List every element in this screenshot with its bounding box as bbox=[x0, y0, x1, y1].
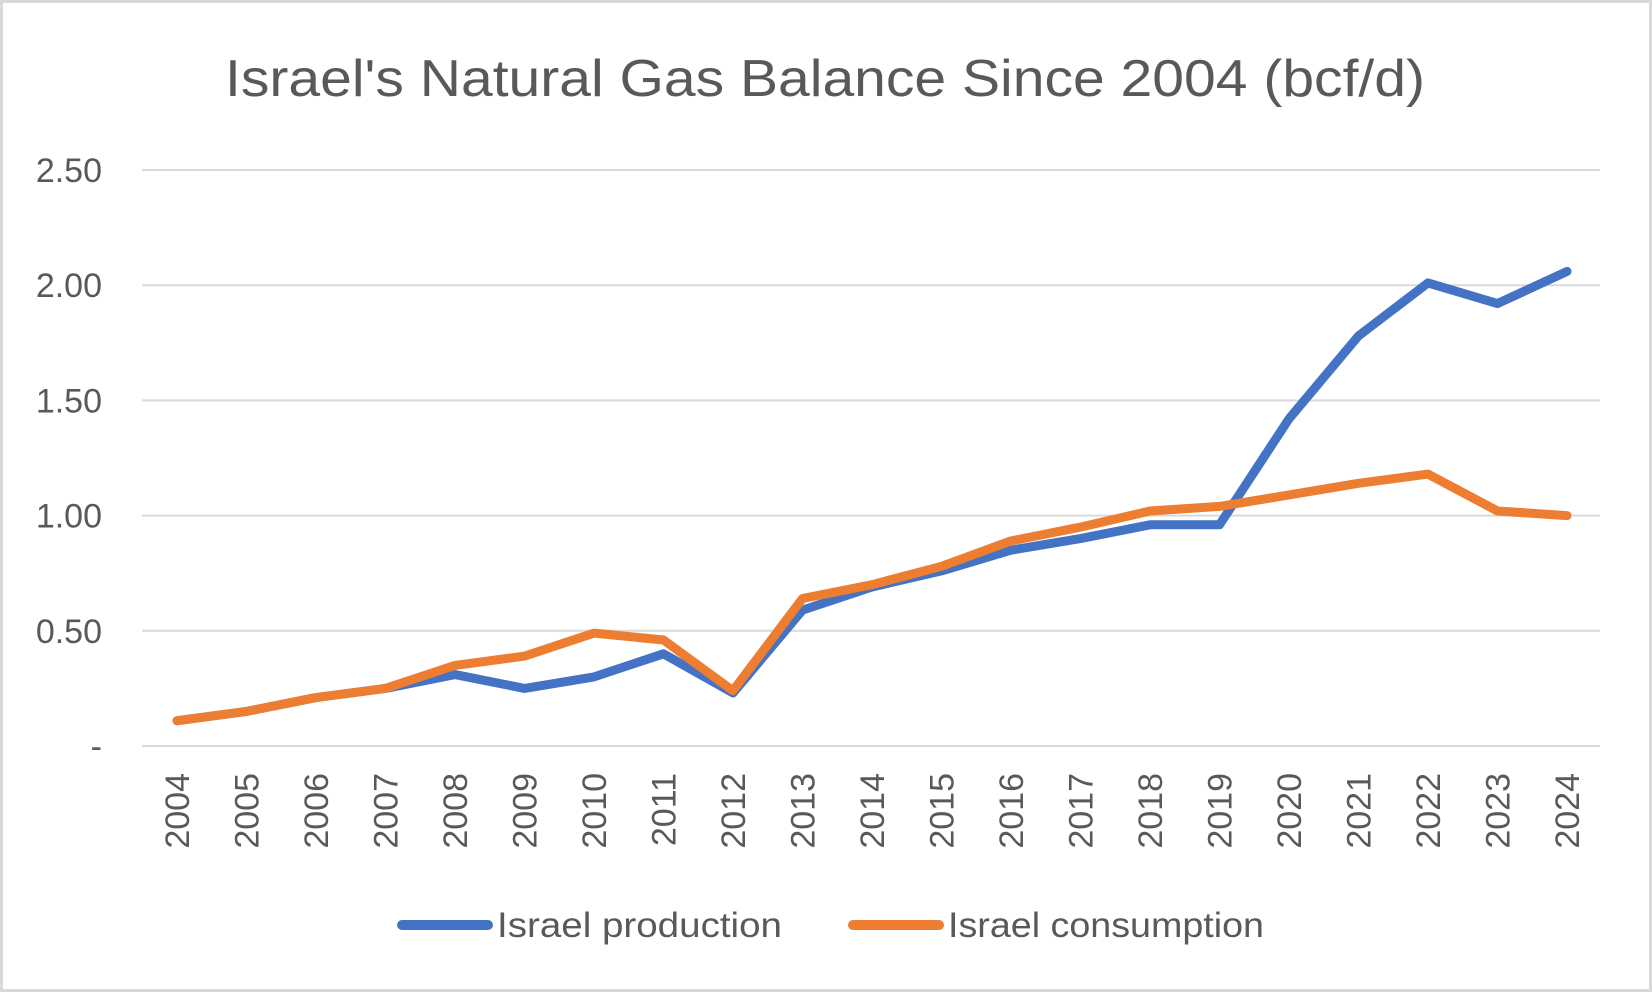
x-tick-label: 2004 bbox=[159, 773, 197, 849]
chart-title: Israel's Natural Gas Balance Since 2004 … bbox=[225, 50, 1425, 108]
legend: Israel production Israel consumption bbox=[397, 906, 1264, 945]
x-tick-label: 2007 bbox=[368, 773, 406, 849]
legend-item-consumption[interactable]: Israel consumption bbox=[848, 906, 1264, 945]
x-tick-label: 2021 bbox=[1341, 773, 1379, 849]
y-axis-tick-labels: - 0.50 1.00 1.50 2.00 2.50 bbox=[36, 152, 102, 766]
y-tick-label: 2.00 bbox=[36, 267, 102, 305]
x-tick-label: 2012 bbox=[715, 773, 753, 849]
y-tick-label: 2.50 bbox=[36, 152, 102, 190]
legend-label-consumption: Israel consumption bbox=[948, 906, 1264, 945]
x-tick-label: 2005 bbox=[229, 773, 267, 849]
x-tick-label: 2009 bbox=[507, 773, 545, 849]
x-tick-label: 2014 bbox=[854, 773, 892, 849]
y-tick-label: 1.50 bbox=[36, 382, 102, 420]
x-tick-label: 2010 bbox=[576, 773, 614, 849]
x-tick-label: 2023 bbox=[1480, 773, 1518, 849]
x-tick-label: 2020 bbox=[1271, 773, 1309, 849]
x-tick-label: 2022 bbox=[1410, 773, 1448, 849]
x-axis-tick-labels: 2004 2005 2006 2007 2008 2009 2010 2011 2012 2013… bbox=[159, 773, 1587, 849]
y-tick-label: 1.00 bbox=[36, 498, 102, 536]
x-tick-label: 2018 bbox=[1132, 773, 1170, 849]
x-tick-label: 2019 bbox=[1202, 773, 1240, 849]
x-tick-label: 2024 bbox=[1549, 773, 1587, 849]
x-tick-label: 2015 bbox=[924, 773, 962, 849]
x-tick-label: 2016 bbox=[993, 773, 1031, 849]
y-tick-label: 0.50 bbox=[36, 613, 102, 651]
gridlines bbox=[142, 169, 1600, 747]
x-tick-label: 2017 bbox=[1063, 773, 1101, 849]
x-tick-label: 2008 bbox=[437, 773, 475, 849]
legend-item-production[interactable]: Israel production bbox=[397, 906, 782, 945]
y-tick-label: - bbox=[91, 728, 102, 766]
x-tick-label: 2006 bbox=[298, 773, 336, 849]
legend-label-production: Israel production bbox=[497, 906, 782, 945]
x-tick-label: 2011 bbox=[646, 773, 684, 846]
series-lines bbox=[172, 266, 1572, 726]
x-tick-label: 2013 bbox=[785, 773, 823, 849]
